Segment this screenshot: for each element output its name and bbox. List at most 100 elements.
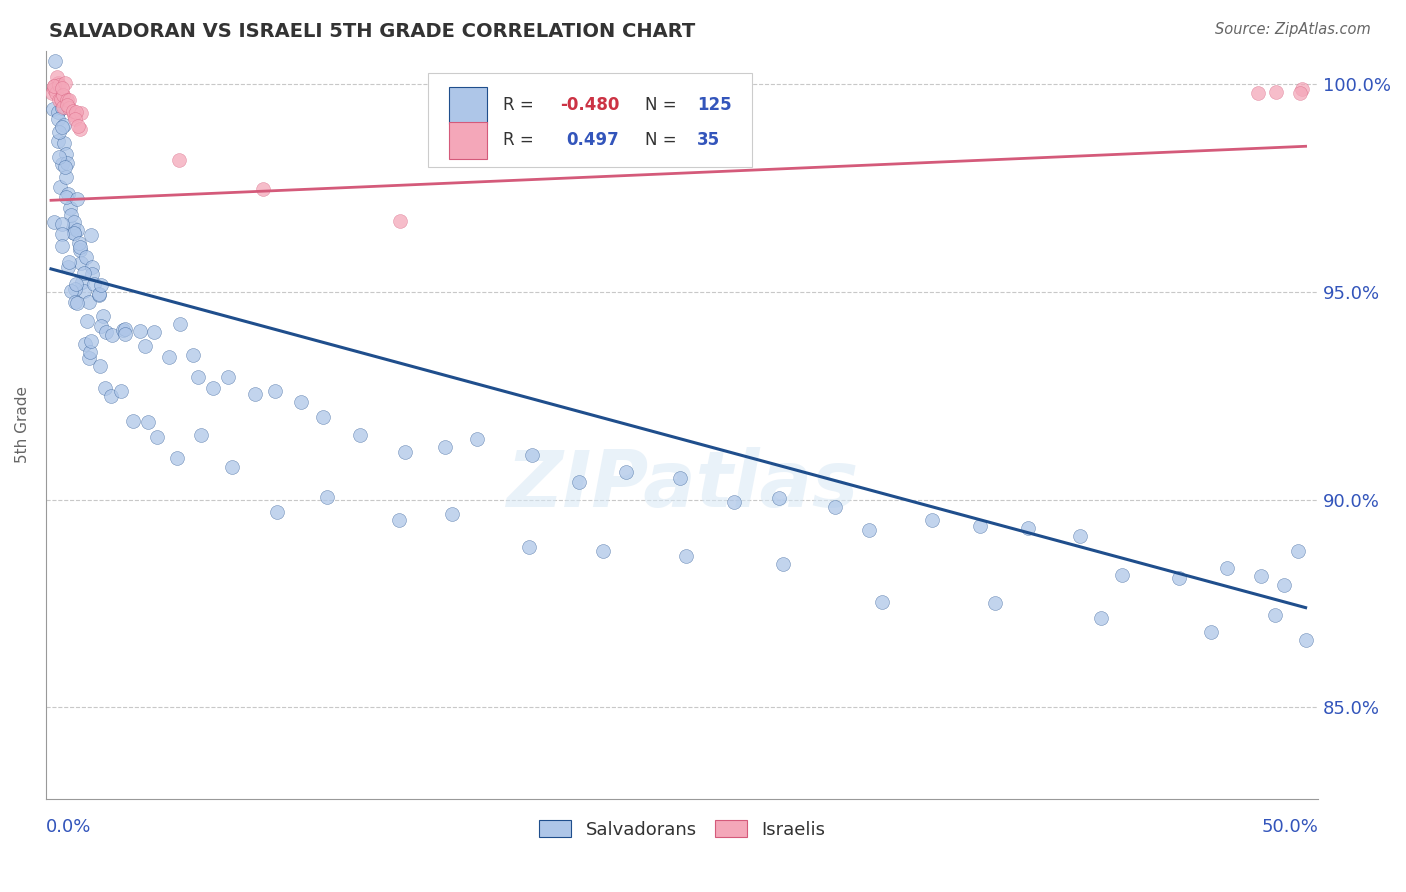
Point [858, 524, 880, 538]
Point [1264, 607, 1286, 622]
Point [190, 428, 212, 442]
Point [1286, 544, 1309, 558]
Point [1017, 521, 1039, 535]
Text: 35: 35 [697, 131, 720, 150]
Point [46, 70, 69, 84]
Point [48, 93, 70, 107]
Point [63, 108, 86, 122]
Point [264, 384, 287, 398]
Point [80, 260, 103, 274]
Point [675, 549, 697, 563]
Point [349, 428, 371, 442]
Point [48, 125, 70, 139]
Point [51, 157, 73, 171]
Point [69, 122, 91, 136]
Point [51, 239, 73, 253]
Point [53, 161, 76, 175]
Point [166, 450, 188, 465]
Point [59, 284, 82, 298]
Point [394, 445, 416, 459]
Point [921, 513, 943, 527]
Point [55, 190, 77, 204]
Point [146, 430, 169, 444]
Text: -0.480: -0.480 [560, 96, 619, 114]
Point [79, 344, 101, 359]
Point [134, 338, 156, 352]
Point [1295, 632, 1317, 647]
Point [90, 319, 112, 334]
Point [58, 254, 80, 268]
Point [56, 155, 79, 169]
Point [1215, 561, 1237, 575]
Point [73, 266, 96, 280]
Point [89, 287, 111, 301]
Point [101, 328, 124, 343]
Point [63, 227, 86, 241]
Y-axis label: 5th Grade: 5th Grade [15, 386, 30, 463]
Point [266, 505, 288, 519]
Point [77, 295, 100, 310]
Point [73, 337, 96, 351]
FancyBboxPatch shape [450, 121, 488, 159]
Point [90, 277, 112, 292]
Point [201, 381, 224, 395]
Point [83, 277, 105, 291]
Point [157, 351, 180, 365]
Point [142, 325, 165, 339]
Point [56, 93, 79, 107]
Point [138, 415, 160, 429]
Text: 0.0%: 0.0% [46, 818, 91, 836]
Point [114, 326, 136, 341]
Point [65, 277, 87, 291]
Point [55, 146, 77, 161]
Point [1289, 86, 1312, 100]
Point [290, 395, 312, 409]
Point [52, 136, 75, 150]
Text: N =: N = [645, 96, 682, 114]
Point [59, 208, 82, 222]
Point [80, 267, 103, 281]
Point [41, 86, 63, 100]
Point [63, 295, 86, 310]
Point [56, 260, 79, 274]
Point [70, 256, 93, 270]
Point [58, 101, 80, 115]
Point [58, 93, 80, 107]
Point [1111, 568, 1133, 582]
Point [80, 334, 103, 348]
Point [48, 150, 70, 164]
Text: 0.497: 0.497 [567, 131, 619, 150]
Point [63, 282, 86, 296]
Point [129, 324, 152, 338]
Text: R =: R = [503, 96, 538, 114]
Point [520, 448, 543, 462]
Point [70, 106, 93, 120]
Point [51, 217, 73, 231]
Point [87, 288, 110, 302]
Point [48, 104, 70, 119]
Point [52, 100, 75, 114]
Point [66, 296, 89, 310]
Point [1090, 611, 1112, 625]
Point [42, 78, 65, 93]
Point [568, 475, 591, 489]
Point [42, 82, 65, 96]
Text: 125: 125 [697, 96, 733, 114]
Point [465, 432, 488, 446]
Text: 50.0%: 50.0% [1261, 818, 1319, 836]
Point [51, 120, 73, 134]
Point [316, 490, 339, 504]
Point [614, 466, 637, 480]
FancyBboxPatch shape [427, 73, 752, 167]
Point [1069, 529, 1091, 543]
Point [969, 518, 991, 533]
Point [49, 93, 72, 107]
Point [45, 86, 67, 100]
Point [51, 227, 73, 241]
Point [768, 491, 790, 505]
Point [121, 414, 143, 428]
Point [723, 495, 745, 509]
Point [870, 595, 893, 609]
Point [1199, 625, 1222, 640]
Point [217, 370, 239, 384]
